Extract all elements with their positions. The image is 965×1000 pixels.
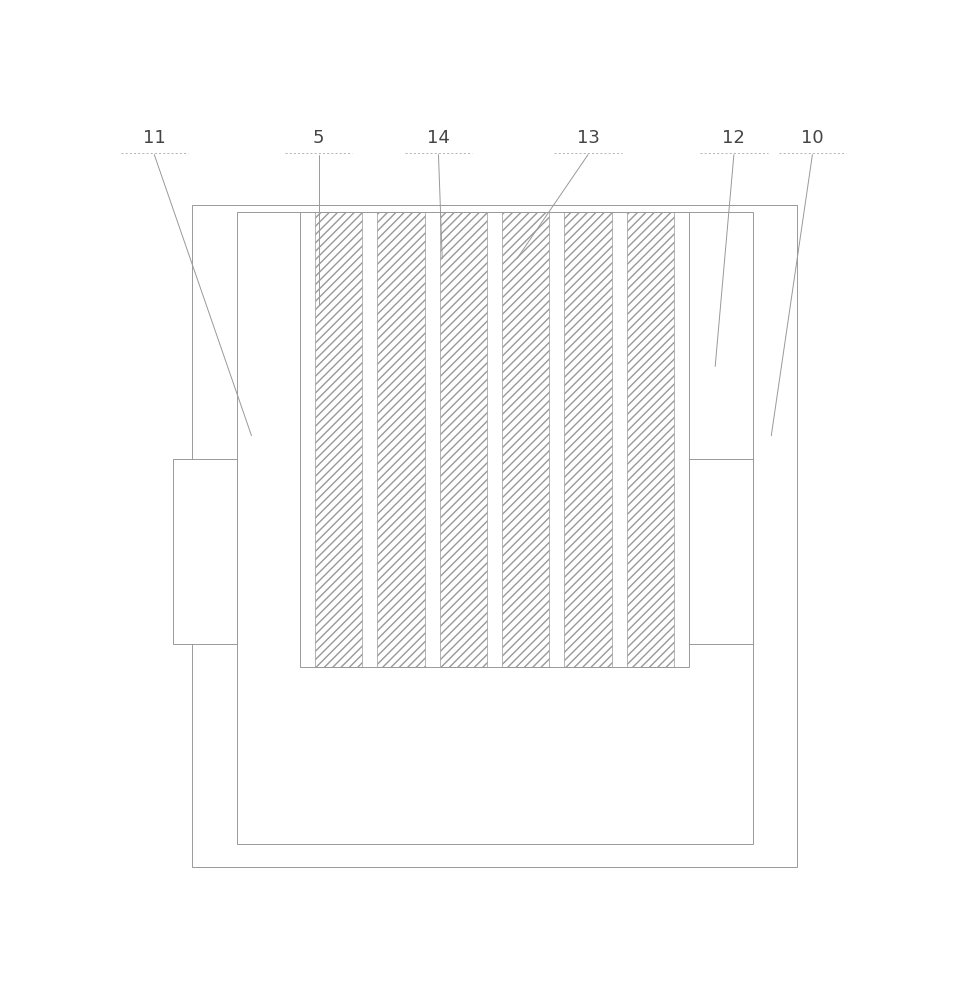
Bar bbox=[236, 212, 753, 844]
Bar bbox=[192, 205, 797, 867]
Bar bbox=[565, 212, 612, 667]
Bar bbox=[440, 212, 487, 667]
Bar bbox=[626, 212, 675, 667]
Bar bbox=[377, 212, 425, 667]
Text: 11: 11 bbox=[143, 129, 166, 147]
Text: 10: 10 bbox=[801, 129, 824, 147]
Text: 14: 14 bbox=[427, 129, 450, 147]
Text: 12: 12 bbox=[723, 129, 745, 147]
Bar bbox=[315, 212, 363, 667]
Bar bbox=[173, 459, 236, 644]
Bar bbox=[502, 212, 549, 667]
Text: 13: 13 bbox=[577, 129, 599, 147]
Text: 5: 5 bbox=[313, 129, 324, 147]
Bar bbox=[689, 459, 753, 644]
Bar bbox=[300, 212, 689, 667]
